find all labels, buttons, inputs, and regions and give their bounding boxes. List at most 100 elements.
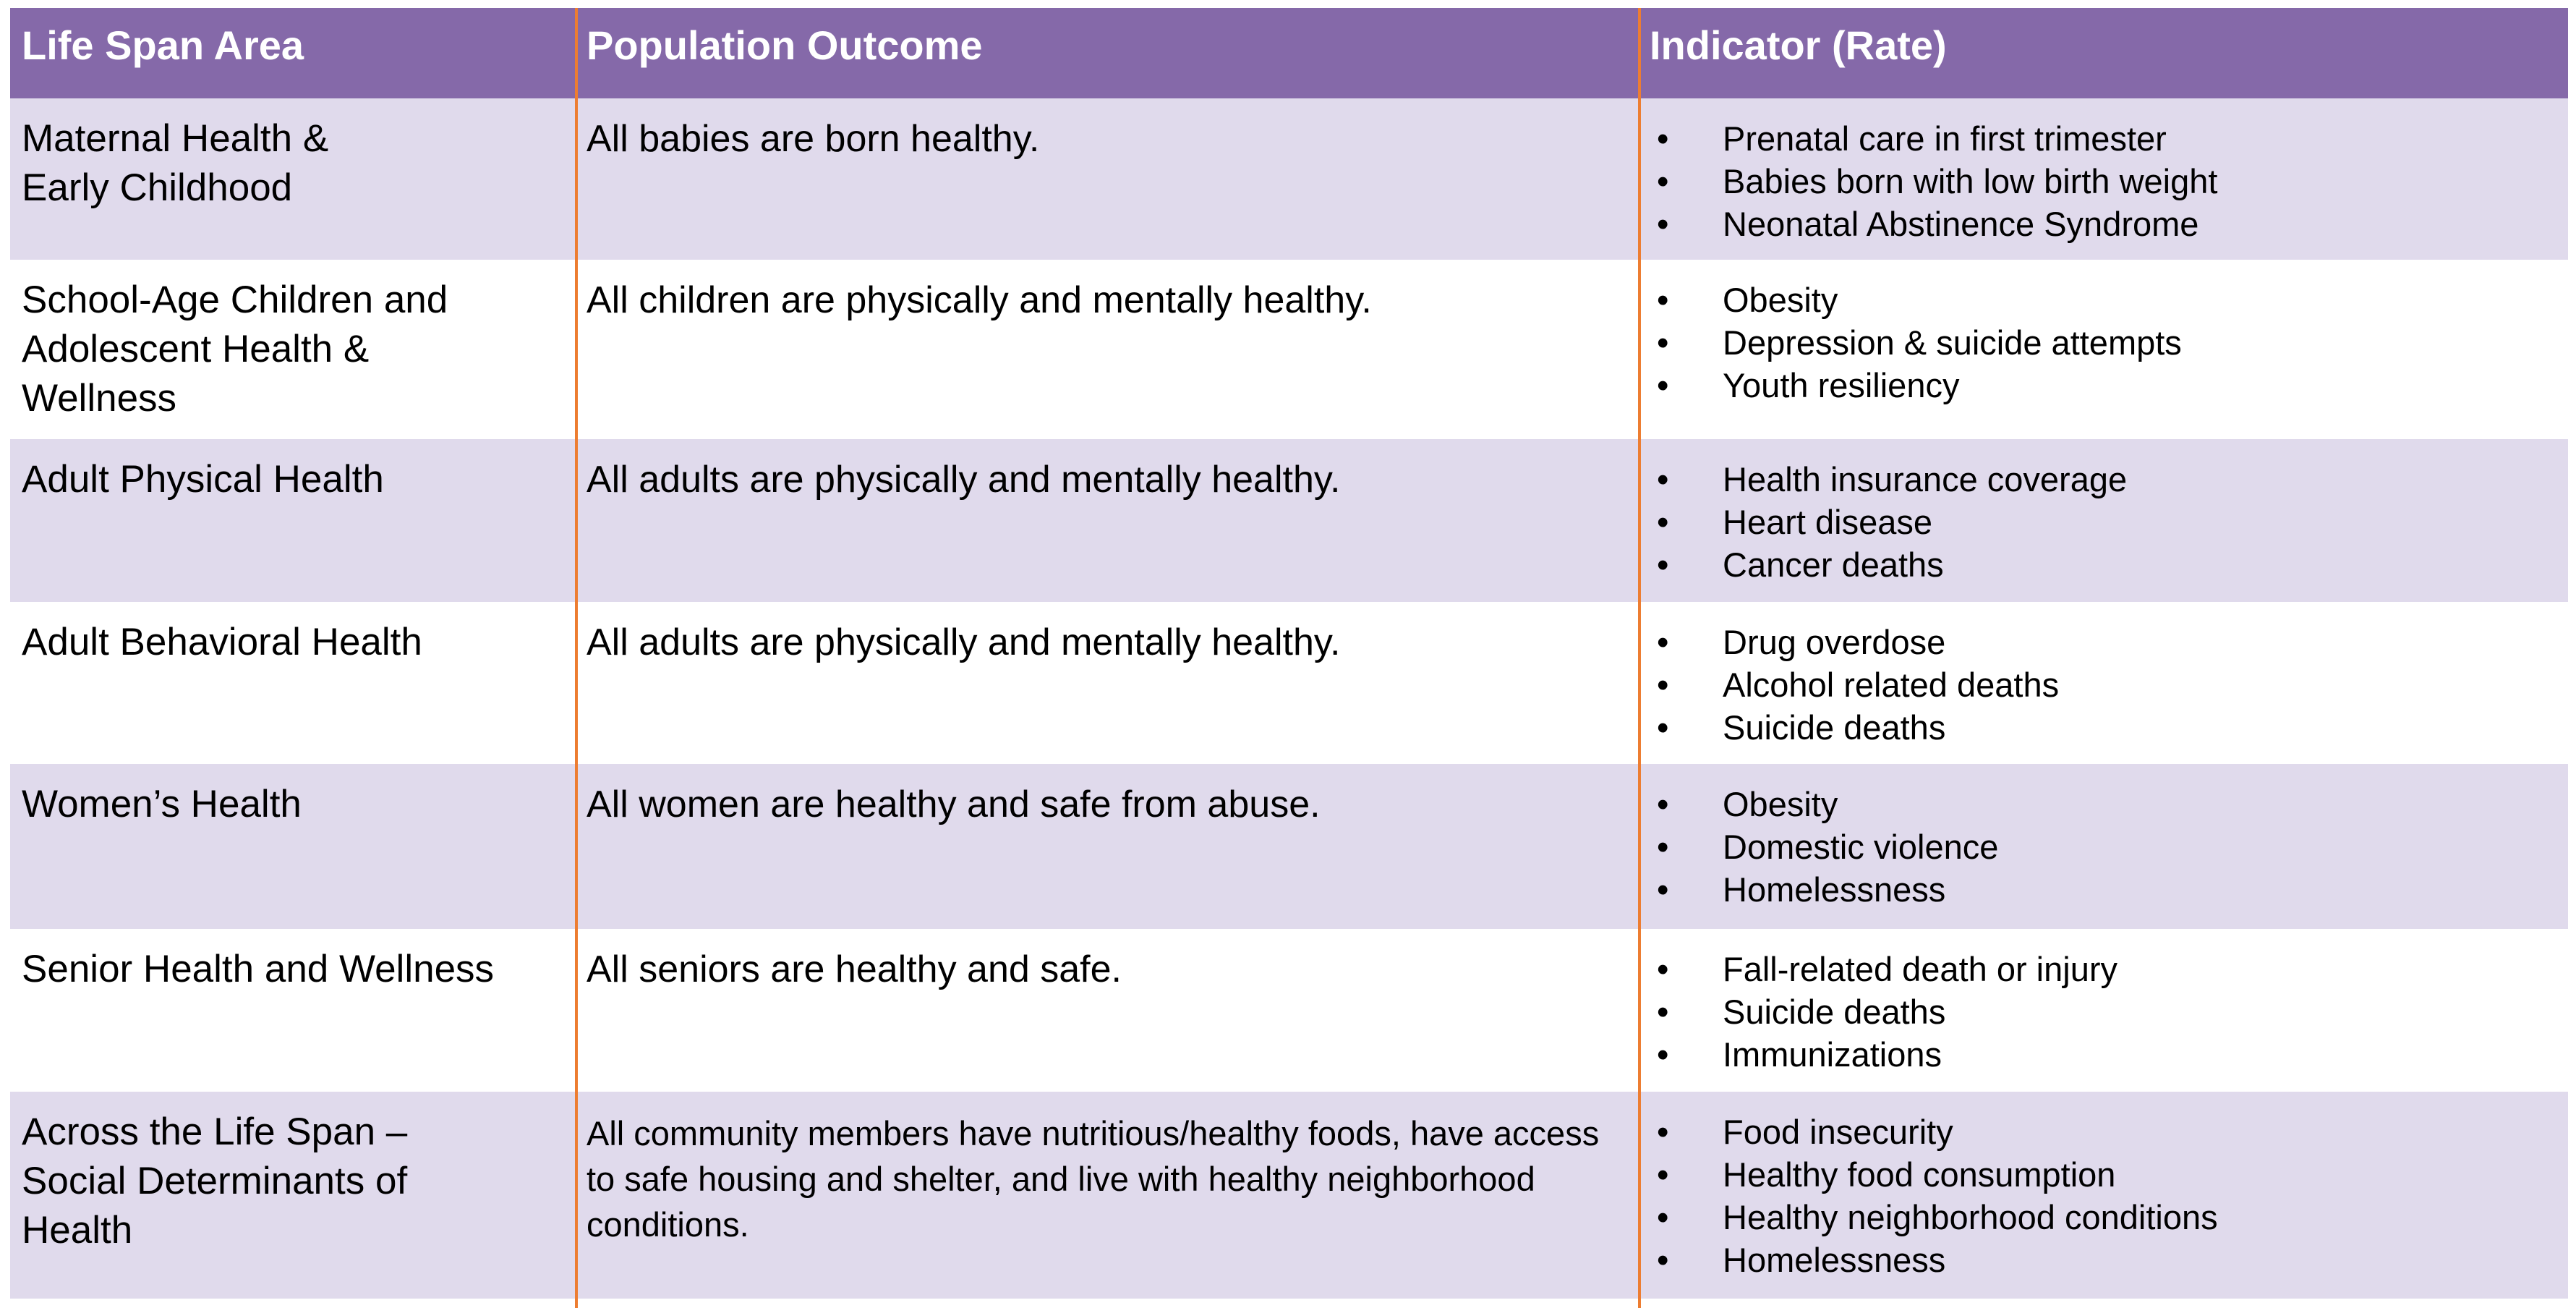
area-line: Early Childhood <box>22 166 293 209</box>
indicator-item: • Immunizations <box>1638 1033 2568 1076</box>
area-line: Women’s Health <box>22 783 302 825</box>
area-line: Across the Life Span – <box>22 1110 408 1153</box>
bullet-icon: • <box>1657 366 1669 404</box>
indicator-list: • Fall-related death or injury • Suicide de… <box>1638 929 2568 1076</box>
indicator-text: Heart disease <box>1723 503 1932 541</box>
indicator-item: • Obesity <box>1638 279 2568 321</box>
indicator-text: Suicide deaths <box>1723 708 1946 747</box>
bullet-icon: • <box>1657 503 1669 541</box>
indicator-text: Suicide deaths <box>1723 993 1946 1031</box>
indicator-item: • Heart disease <box>1638 501 2568 543</box>
area-line: Adolescent Health & <box>22 328 370 370</box>
bullet-icon: • <box>1657 162 1669 200</box>
population-outcome: All adults are physically and mentally h… <box>587 621 1341 663</box>
table-row: Adult Physical Health All adults are phys… <box>10 439 2568 602</box>
population-outcome: All women are healthy and safe from abus… <box>587 783 1321 825</box>
indicator-list: • Obesity • Domestic violence • Homelessness <box>1638 764 2568 911</box>
indicator-text: Homelessness <box>1723 870 1946 909</box>
indicator-text: Obesity <box>1723 281 1838 319</box>
indicator-item: • Domestic violence <box>1638 825 2568 868</box>
table-row: School-Age Children and Adolescent Health… <box>10 260 2568 439</box>
bullet-icon: • <box>1657 666 1669 704</box>
table-row: Senior Health and Wellness All seniors ar… <box>10 929 2568 1092</box>
bullet-icon: • <box>1657 323 1669 362</box>
indicator-text: Youth resiliency <box>1723 366 1960 404</box>
indicator-item: • Drug overdose <box>1638 621 2568 663</box>
life-span-area: Adult Behavioral Health <box>10 602 575 667</box>
indicator-item: • Cancer deaths <box>1638 543 2568 586</box>
indicator-list: • Food insecurity • Healthy food consumptio… <box>1638 1092 2568 1281</box>
area-line: Maternal Health & <box>22 117 329 160</box>
population-outcome: All community members have nutritious/he… <box>587 1114 1600 1244</box>
indicator-item: • Suicide deaths <box>1638 990 2568 1033</box>
indicator-text: Depression & suicide attempts <box>1723 323 2182 362</box>
indicator-text: Cancer deaths <box>1723 545 1944 584</box>
bullet-icon: • <box>1657 708 1669 747</box>
table-row: Across the Life Span – Social Determinant… <box>10 1092 2568 1299</box>
population-outcome: All seniors are healthy and safe. <box>587 948 1122 990</box>
indicator-item: • Homelessness <box>1638 868 2568 911</box>
indicator-text: Healthy food consumption <box>1723 1155 2116 1194</box>
indicator-item: • Youth resiliency <box>1638 364 2568 407</box>
life-span-area: Senior Health and Wellness <box>10 929 575 994</box>
area-line: Wellness <box>22 377 177 420</box>
life-span-area: School-Age Children and Adolescent Health… <box>10 260 575 423</box>
bullet-icon: • <box>1657 281 1669 319</box>
indicator-list: • Drug overdose • Alcohol related deaths • Su… <box>1638 602 2568 749</box>
indicator-text: Prenatal care in first trimester <box>1723 119 2167 158</box>
bullet-icon: • <box>1657 1241 1669 1279</box>
indicator-text: Fall-related death or injury <box>1723 950 2117 988</box>
indicator-item: • Healthy neighborhood conditions <box>1638 1196 2568 1239</box>
indicator-list: • Health insurance coverage • Heart disease… <box>1638 439 2568 586</box>
table-row: Women’s Health All women are healthy and … <box>10 764 2568 929</box>
bullet-icon: • <box>1657 1035 1669 1074</box>
indicator-item: • Healthy food consumption <box>1638 1153 2568 1196</box>
indicator-item: • Homelessness <box>1638 1239 2568 1281</box>
header-indicator: Indicator (Rate) <box>1650 22 1947 68</box>
indicator-text: Neonatal Abstinence Syndrome <box>1723 205 2199 243</box>
bullet-icon: • <box>1657 623 1669 661</box>
indicator-text: Alcohol related deaths <box>1723 666 2060 704</box>
header-life-span-area: Life Span Area <box>22 22 304 68</box>
indicator-text: Obesity <box>1723 785 1838 823</box>
area-line: Health <box>22 1209 133 1252</box>
bullet-icon: • <box>1657 119 1669 158</box>
bullet-icon: • <box>1657 1113 1669 1151</box>
indicator-text: Healthy neighborhood conditions <box>1723 1198 2218 1236</box>
column-divider <box>1638 8 1641 1308</box>
bullet-icon: • <box>1657 1155 1669 1194</box>
indicator-item: • Prenatal care in first trimester <box>1638 117 2568 160</box>
indicator-item: • Babies born with low birth weight <box>1638 160 2568 203</box>
table-row: Adult Behavioral Health All adults are ph… <box>10 602 2568 764</box>
indicator-item: • Obesity <box>1638 783 2568 825</box>
indicator-list: • Prenatal care in first trimester • Babies… <box>1638 98 2568 245</box>
indicator-item: • Food insecurity <box>1638 1110 2568 1153</box>
population-outcome: All adults are physically and mentally h… <box>587 459 1341 501</box>
life-span-area: Adult Physical Health <box>10 439 575 504</box>
population-outcome: All babies are born healthy. <box>587 118 1040 160</box>
indicator-item: • Depression & suicide attempts <box>1638 321 2568 364</box>
area-line: Adult Physical Health <box>22 458 384 501</box>
indicator-item: • Health insurance coverage <box>1638 458 2568 501</box>
bullet-icon: • <box>1657 993 1669 1031</box>
bullet-icon: • <box>1657 545 1669 584</box>
indicator-text: Domestic violence <box>1723 828 1999 866</box>
indicator-item: • Neonatal Abstinence Syndrome <box>1638 203 2568 245</box>
indicator-text: Health insurance coverage <box>1723 460 2128 498</box>
indicator-text: Immunizations <box>1723 1035 1942 1074</box>
indicator-item: • Alcohol related deaths <box>1638 663 2568 706</box>
area-line: School-Age Children and <box>22 279 448 321</box>
table-header: Life Span Area Population Outcome Indica… <box>10 8 2568 98</box>
indicator-text: Homelessness <box>1723 1241 1946 1279</box>
area-line: Social Determinants of <box>22 1160 408 1202</box>
area-line: Senior Health and Wellness <box>22 948 495 990</box>
area-line: Adult Behavioral Health <box>22 621 422 663</box>
indicator-text: Food insecurity <box>1723 1113 1953 1151</box>
bullet-icon: • <box>1657 828 1669 866</box>
bullet-icon: • <box>1657 785 1669 823</box>
table-row: Maternal Health & Early Childhood All babi… <box>10 98 2568 260</box>
bullet-icon: • <box>1657 205 1669 243</box>
bullet-icon: • <box>1657 870 1669 909</box>
population-outcome: All children are physically and mentally… <box>587 279 1372 321</box>
life-span-area: Women’s Health <box>10 764 575 829</box>
